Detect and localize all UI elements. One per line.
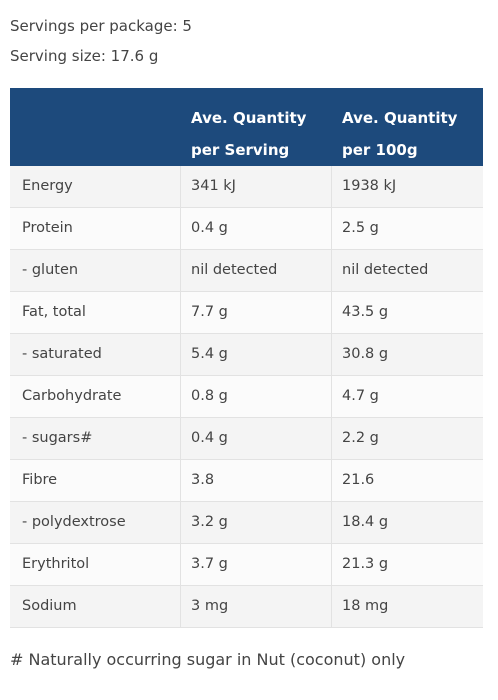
table-row: Protein 0.4 g 2.5 g [10, 208, 483, 250]
table-cell: 341 kJ [191, 178, 236, 194]
header-line: Ave. Quantity [342, 109, 458, 127]
table-cell: 3.8 [191, 472, 215, 488]
table-cell: 21.3 g [342, 556, 389, 572]
header-cell: Ave. Quantity per 100g [342, 102, 457, 166]
serving-size: Serving size: 17.6 g [10, 47, 159, 65]
column-divider [180, 250, 181, 291]
table-cell: Fat, total [22, 304, 86, 320]
table-cell: 0.4 g [191, 220, 228, 236]
column-divider [180, 208, 181, 249]
column-divider [331, 292, 332, 333]
column-divider [180, 544, 181, 585]
column-divider [331, 334, 332, 375]
table-row: Fibre 3.8 21.6 [10, 460, 483, 502]
column-divider [180, 334, 181, 375]
table-cell: 2.2 g [342, 430, 379, 446]
table-cell: 30.8 g [342, 346, 389, 362]
table-cell: nil detected [191, 262, 278, 278]
table-cell: - sugars# [22, 430, 93, 446]
column-divider [331, 502, 332, 543]
table-cell: Sodium [22, 598, 77, 614]
table-cell: 3 mg [191, 598, 229, 614]
table-cell: Energy [22, 178, 73, 194]
column-divider [180, 166, 181, 207]
table-cell: Erythritol [22, 556, 90, 572]
table-cell: 18 mg [342, 598, 389, 614]
column-divider [331, 586, 332, 627]
table-row: Erythritol 3.7 g 21.3 g [10, 544, 483, 586]
column-divider [180, 460, 181, 501]
table-cell: 4.7 g [342, 388, 379, 404]
nutrition-table: Ave. Quantity per Serving Ave. Quantity per… [10, 88, 483, 628]
table-row: Sodium 3 mg 18 mg [10, 586, 483, 628]
table-cell: Fibre [22, 472, 58, 488]
column-divider [331, 250, 332, 291]
header-line: Ave. Quantity [191, 109, 307, 127]
table-row: - gluten nil detected nil detected [10, 250, 483, 292]
column-divider [180, 586, 181, 627]
table-cell: 0.4 g [191, 430, 228, 446]
table-cell: Protein [22, 220, 73, 236]
table-cell: 5.4 g [191, 346, 228, 362]
table-cell: 7.7 g [191, 304, 228, 320]
column-divider [180, 376, 181, 417]
table-cell: - saturated [22, 346, 102, 362]
table-row: - polydextrose 3.2 g 18.4 g [10, 502, 483, 544]
column-divider [331, 418, 332, 459]
column-divider [180, 418, 181, 459]
table-cell: nil detected [342, 262, 429, 278]
column-divider [180, 502, 181, 543]
table-cell: 43.5 g [342, 304, 389, 320]
header-cell: Ave. Quantity per Serving [191, 102, 306, 166]
table-cell: - polydextrose [22, 514, 126, 530]
header-line: per 100g [342, 141, 418, 159]
table-cell: 21.6 [342, 472, 375, 488]
column-divider [331, 166, 332, 207]
servings: Servings per package: 5 [10, 17, 192, 35]
column-divider [180, 292, 181, 333]
table-header: Ave. Quantity per Serving Ave. Quantity per… [10, 88, 483, 166]
header-line: per Serving [191, 141, 290, 159]
table-cell: - gluten [22, 262, 79, 278]
table-cell: 0.8 g [191, 388, 228, 404]
column-divider [331, 376, 332, 417]
table-cell: 3.7 g [191, 556, 228, 572]
table-row: Energy 341 kJ 1938 kJ [10, 166, 483, 208]
column-divider [331, 544, 332, 585]
table-cell: 18.4 g [342, 514, 389, 530]
footnote: # Naturally occurring sugar in Nut (coco… [10, 650, 406, 669]
column-divider [331, 208, 332, 249]
table-row: - sugars# 0.4 g 2.2 g [10, 418, 483, 460]
column-divider [331, 460, 332, 501]
table-cell: 2.5 g [342, 220, 379, 236]
table-row: - saturated 5.4 g 30.8 g [10, 334, 483, 376]
table-row: Fat, total 7.7 g 43.5 g [10, 292, 483, 334]
table-row: Carbohydrate 0.8 g 4.7 g [10, 376, 483, 418]
table-cell: 1938 kJ [342, 178, 397, 194]
table-cell: Carbohydrate [22, 388, 122, 404]
table-cell: 3.2 g [191, 514, 228, 530]
